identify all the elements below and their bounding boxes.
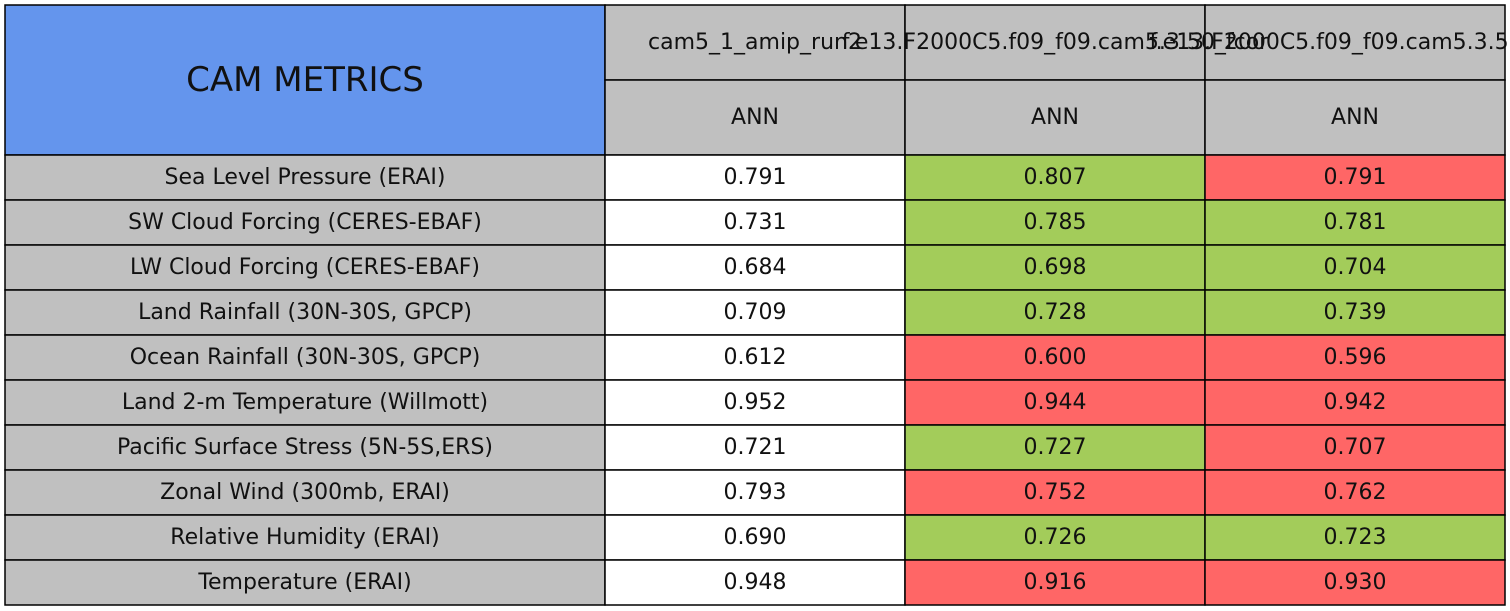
value: 0.793 xyxy=(724,480,787,505)
value: 0.752 xyxy=(1024,480,1087,505)
value: 0.944 xyxy=(1024,390,1087,415)
column-header: f.e13.F2000C5.f09_f09.cam5.3.50_ctl xyxy=(1150,30,1510,55)
value-cell xyxy=(904,334,1206,381)
value-cell xyxy=(1204,244,1506,291)
value-cell xyxy=(1204,469,1506,516)
title: CAM METRICS xyxy=(186,60,424,100)
value: 0.704 xyxy=(1324,255,1387,280)
value: 0.721 xyxy=(724,435,787,460)
value-cell xyxy=(604,559,906,606)
value-cell xyxy=(1204,289,1506,336)
value: 0.726 xyxy=(1024,525,1087,550)
row-label: Relative Humidity (ERAI) xyxy=(170,525,439,550)
value-cell xyxy=(904,469,1206,516)
header-cell xyxy=(904,4,1206,81)
row-label: Ocean Rainfall (30N-30S, GPCP) xyxy=(130,345,481,370)
value-cell xyxy=(604,289,906,336)
value: 0.728 xyxy=(1024,300,1087,325)
row-label-cell xyxy=(4,199,606,246)
value: 0.791 xyxy=(724,165,787,190)
value-cell xyxy=(604,244,906,291)
value-cell xyxy=(1204,334,1506,381)
value: 0.781 xyxy=(1324,210,1387,235)
row-label: Land Rainfall (30N-30S, GPCP) xyxy=(138,300,472,325)
value-cell xyxy=(904,379,1206,426)
row-label-cell xyxy=(4,244,606,291)
period-label: ANN xyxy=(731,105,779,130)
row-label: Zonal Wind (300mb, ERAI) xyxy=(160,480,450,505)
value-cell xyxy=(604,379,906,426)
value: 0.739 xyxy=(1324,300,1387,325)
value-cell xyxy=(904,244,1206,291)
value-cell xyxy=(1204,559,1506,606)
value: 0.948 xyxy=(724,570,787,595)
value: 0.600 xyxy=(1024,345,1087,370)
period-cell xyxy=(904,79,1206,156)
row-label-cell xyxy=(4,559,606,606)
value: 0.791 xyxy=(1324,165,1387,190)
row-label: Pacific Surface Stress (5N-5S,ERS) xyxy=(117,435,493,460)
value-cell xyxy=(604,334,906,381)
value: 0.785 xyxy=(1024,210,1087,235)
value: 0.807 xyxy=(1024,165,1087,190)
period-label: ANN xyxy=(1031,105,1079,130)
period-label: ANN xyxy=(1331,105,1379,130)
value: 0.690 xyxy=(724,525,787,550)
value: 0.723 xyxy=(1324,525,1387,550)
value-cell xyxy=(1204,199,1506,246)
value-cell xyxy=(904,289,1206,336)
value-cell xyxy=(1204,379,1506,426)
value-cell xyxy=(604,514,906,561)
value: 0.684 xyxy=(724,255,787,280)
value-cell xyxy=(904,559,1206,606)
row-label: SW Cloud Forcing (CERES-EBAF) xyxy=(128,210,482,235)
value: 0.596 xyxy=(1324,345,1387,370)
row-label: Land 2-m Temperature (Willmott) xyxy=(122,390,488,415)
row-label: LW Cloud Forcing (CERES-EBAF) xyxy=(130,255,480,280)
value: 0.942 xyxy=(1324,390,1387,415)
row-label: Sea Level Pressure (ERAI) xyxy=(165,165,446,190)
period-cell xyxy=(604,79,906,156)
value: 0.731 xyxy=(724,210,787,235)
value: 0.762 xyxy=(1324,480,1387,505)
column-header: f.e13.F2000C5.f09_f09.cam5.3.50_fcor xyxy=(842,30,1269,55)
value-cell xyxy=(604,154,906,201)
value-cell xyxy=(904,199,1206,246)
value-cell xyxy=(904,154,1206,201)
value: 0.930 xyxy=(1324,570,1387,595)
row-label: Temperature (ERAI) xyxy=(197,570,411,595)
header-cell xyxy=(1204,4,1506,81)
value-cell xyxy=(1204,424,1506,471)
value: 0.612 xyxy=(724,345,787,370)
value: 0.698 xyxy=(1024,255,1087,280)
title-cell xyxy=(4,4,606,156)
value-cell xyxy=(1204,514,1506,561)
value: 0.709 xyxy=(724,300,787,325)
row-label-cell xyxy=(4,334,606,381)
value: 0.727 xyxy=(1024,435,1087,460)
row-label-cell xyxy=(4,154,606,201)
column-header: cam5_1_amip_run2 xyxy=(648,30,862,55)
value: 0.952 xyxy=(724,390,787,415)
value: 0.707 xyxy=(1324,435,1387,460)
value-cell xyxy=(604,199,906,246)
value: 0.916 xyxy=(1024,570,1087,595)
header-cell xyxy=(604,4,906,81)
